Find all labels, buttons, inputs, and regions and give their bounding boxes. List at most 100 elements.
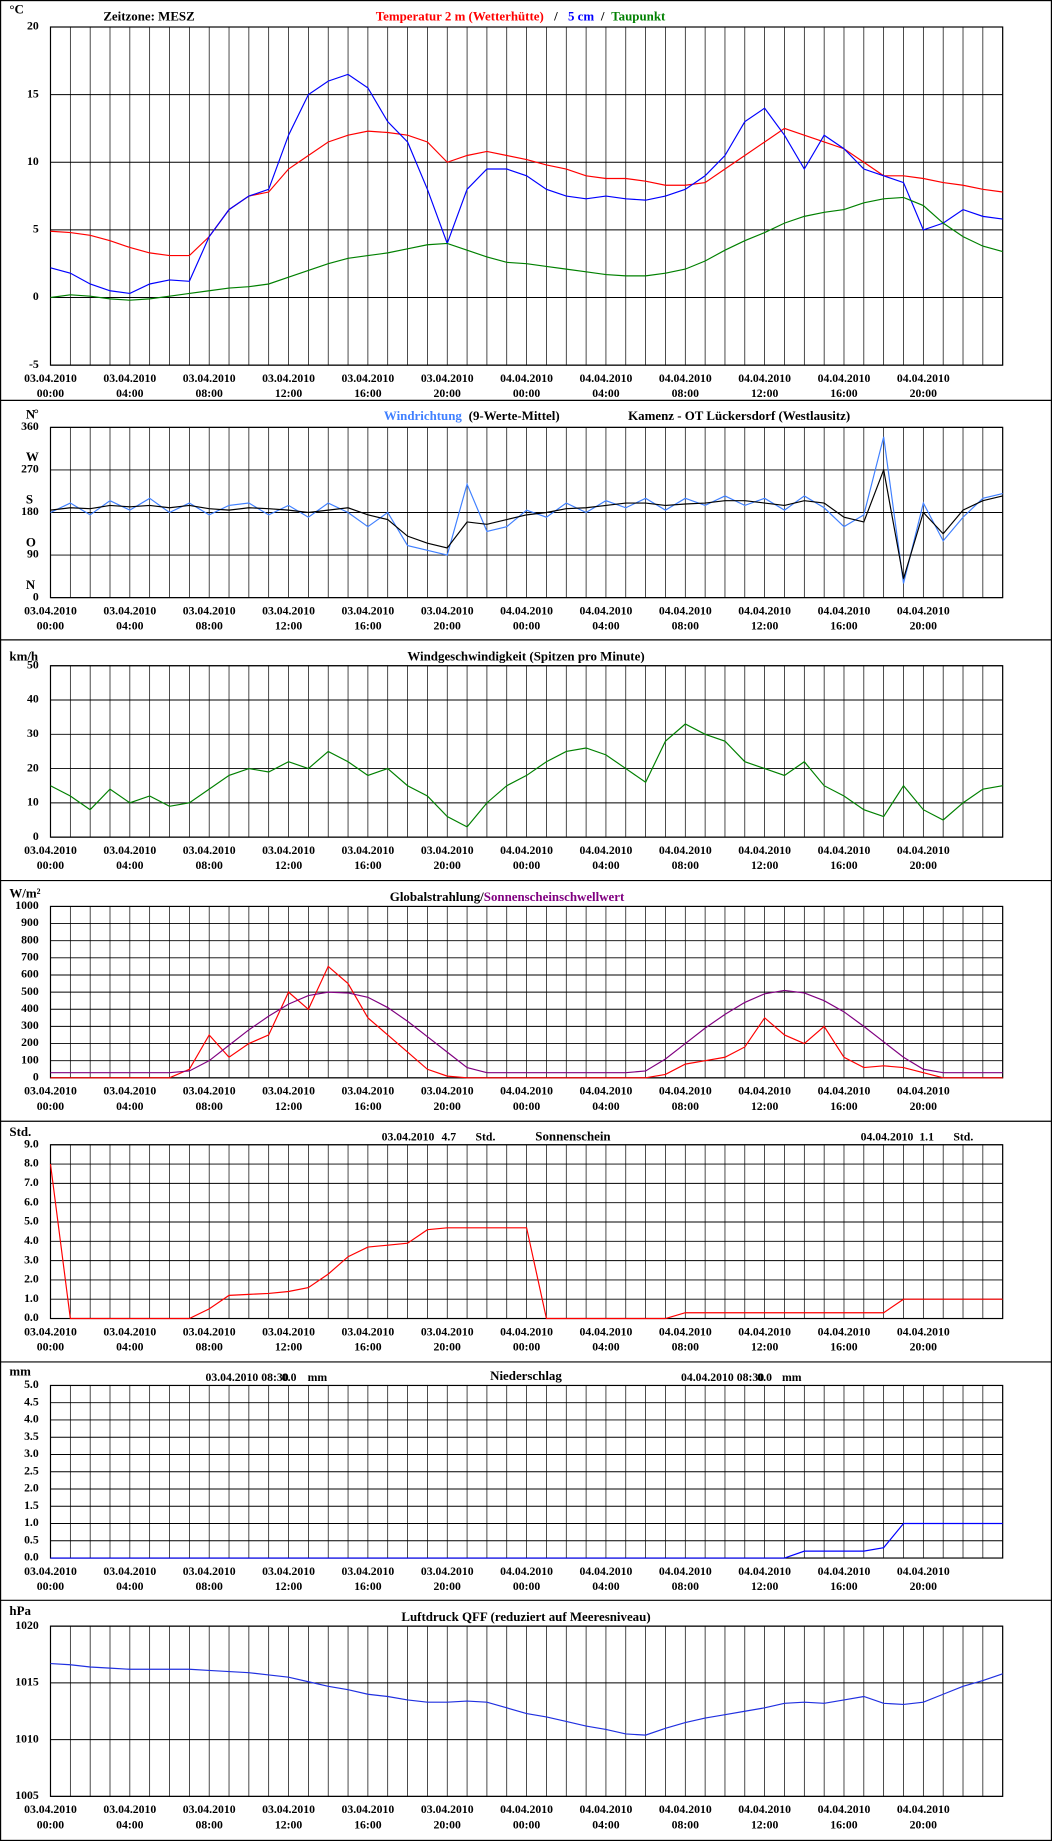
x-tick-label: 08:00: [195, 620, 223, 633]
series-line: [50, 1663, 1003, 1736]
x-tick-label: 04.04.2010: [818, 604, 871, 617]
chart-title: Niederschlag: [490, 1368, 562, 1383]
separator: /: [553, 9, 558, 24]
x-tick-label: 16:00: [830, 1100, 858, 1113]
y-tick-label: 1.0: [24, 1516, 39, 1529]
x-tick-label: 12:00: [751, 859, 779, 872]
x-tick-label: 03.04.2010: [262, 372, 315, 385]
x-tick-label: 08:00: [195, 1818, 223, 1831]
y-axis-label: W/m²: [9, 886, 40, 901]
x-tick-label: 20:00: [910, 387, 938, 400]
y-tick-label: 0.0: [24, 1311, 39, 1324]
x-tick-label: 12:00: [751, 387, 779, 400]
legend-entry: (9-Werte-Mittel): [469, 408, 560, 423]
y-tick-label: 0.5: [24, 1533, 39, 1546]
x-tick-label: 00:00: [37, 387, 65, 400]
series-line: [50, 989, 1003, 1074]
x-tick-label: 16:00: [354, 1100, 382, 1113]
x-tick-label: 03.04.2010: [183, 604, 236, 617]
legend-entry: Temperatur 2 m (Wetterhütte): [376, 9, 544, 24]
x-tick-label: 20:00: [434, 1341, 462, 1354]
x-tick-label: 04.04.2010: [659, 844, 712, 857]
x-tick-label: 04.04.2010: [500, 844, 553, 857]
chart-title: Globalstrahlung/Sonnenscheinschwellwert: [390, 889, 625, 904]
compass-label: O: [26, 534, 36, 549]
station: Kamenz - OT Lückersdorf (Westlausitz): [628, 408, 850, 423]
x-tick-label: 08:00: [672, 1580, 700, 1593]
annotation: 03.04.2010 08:30: [205, 1371, 288, 1384]
annotation: 0.0: [282, 1371, 297, 1384]
x-tick-label: 16:00: [354, 859, 382, 872]
x-tick-label: 08:00: [672, 620, 700, 633]
x-tick-label: 08:00: [195, 1100, 223, 1113]
y-tick-label: 900: [21, 916, 39, 929]
chart-title: Luftdruck QFF (reduziert auf Meeresnivea…: [401, 1609, 650, 1624]
timezone: Zeitzone: MESZ: [103, 9, 194, 24]
x-tick-label: 12:00: [275, 859, 303, 872]
x-tick-label: 20:00: [910, 1580, 938, 1593]
x-tick-label: 04.04.2010: [659, 1565, 712, 1578]
series-line: [50, 196, 1003, 301]
y-tick-label: 5.0: [24, 1378, 39, 1391]
x-tick-label: 00:00: [37, 859, 65, 872]
x-tick-label: 04.04.2010: [500, 1565, 553, 1578]
x-tick-label: 04.04.2010: [738, 844, 791, 857]
x-tick-label: 16:00: [830, 620, 858, 633]
y-tick-label: 1020: [15, 1619, 39, 1632]
x-tick-label: 03.04.2010: [183, 844, 236, 857]
x-tick-label: 03.04.2010: [183, 1085, 236, 1098]
legend-entry: Sonnenscheinschwellwert: [484, 889, 625, 904]
y-tick-label: 2.0: [24, 1482, 39, 1495]
annotation: 1.1: [919, 1130, 934, 1143]
x-tick-label: 04:00: [116, 1818, 144, 1831]
annotation: 4.7: [441, 1130, 456, 1143]
y-tick-label: 1000: [15, 899, 39, 912]
x-tick-label: 04:00: [592, 859, 620, 872]
x-tick-label: 16:00: [354, 1818, 382, 1831]
series-line: [50, 723, 1003, 828]
x-tick-label: 04.04.2010: [738, 604, 791, 617]
y-tick-label: 1.5: [24, 1499, 39, 1512]
x-tick-label: 12:00: [275, 1580, 303, 1593]
x-tick-label: 03.04.2010: [103, 372, 156, 385]
y-tick-label: 90: [27, 548, 39, 561]
x-tick-label: 03.04.2010: [103, 1803, 156, 1816]
x-tick-label: 03.04.2010: [341, 1085, 394, 1098]
y-tick-label: 700: [21, 951, 39, 964]
y-tick-label: 9.0: [24, 1137, 39, 1150]
x-tick-label: 04.04.2010: [659, 372, 712, 385]
x-tick-label: 04:00: [116, 1341, 144, 1354]
x-tick-label: 08:00: [195, 859, 223, 872]
x-tick-label: 04.04.2010: [580, 372, 633, 385]
y-axis-label: mm: [9, 1363, 31, 1378]
x-tick-label: 04.04.2010: [738, 1803, 791, 1816]
x-tick-label: 04.04.2010: [659, 1325, 712, 1338]
y-tick-label: 0: [33, 830, 39, 843]
x-tick-label: 04.04.2010: [818, 1803, 871, 1816]
y-tick-label: 1015: [15, 1676, 39, 1689]
x-tick-label: 12:00: [275, 1818, 303, 1831]
x-tick-label: 03.04.2010: [341, 1325, 394, 1338]
x-tick-label: 12:00: [275, 387, 303, 400]
y-tick-label: 40: [27, 693, 39, 706]
x-tick-label: 00:00: [513, 1100, 541, 1113]
x-tick-label: 03.04.2010: [421, 1085, 474, 1098]
y-tick-label: 20: [27, 20, 39, 33]
x-tick-label: 03.04.2010: [262, 1085, 315, 1098]
x-tick-label: 04.04.2010: [580, 1565, 633, 1578]
series-line: [50, 436, 1003, 584]
y-tick-label: 4.5: [24, 1395, 39, 1408]
x-tick-label: 16:00: [830, 1580, 858, 1593]
x-tick-label: 12:00: [751, 1818, 779, 1831]
x-tick-label: 03.04.2010: [262, 1565, 315, 1578]
x-tick-label: 16:00: [830, 859, 858, 872]
compass-label: N: [26, 407, 36, 422]
x-tick-label: 04.04.2010: [818, 844, 871, 857]
x-tick-label: 00:00: [513, 1580, 541, 1593]
x-tick-label: 04.04.2010: [897, 1085, 950, 1098]
x-tick-label: 03.04.2010: [421, 1565, 474, 1578]
x-tick-label: 03.04.2010: [421, 1325, 474, 1338]
x-tick-label: 20:00: [910, 1100, 938, 1113]
x-tick-label: 16:00: [830, 1341, 858, 1354]
x-tick-label: 03.04.2010: [421, 604, 474, 617]
